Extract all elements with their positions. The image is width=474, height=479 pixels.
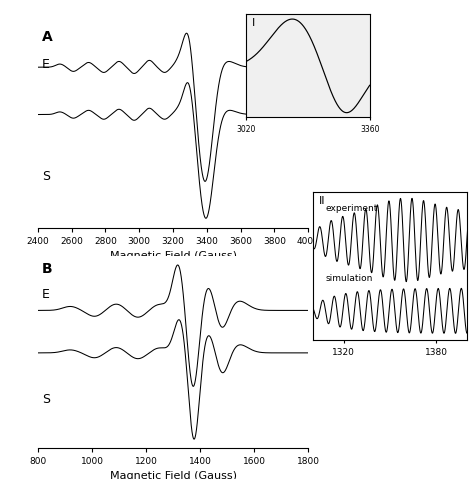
Text: E: E bbox=[42, 58, 50, 71]
Text: E: E bbox=[42, 288, 50, 301]
Text: experiment: experiment bbox=[325, 204, 377, 213]
X-axis label: Magnetic Field (Gauss): Magnetic Field (Gauss) bbox=[109, 251, 237, 261]
Text: simulation: simulation bbox=[325, 274, 373, 283]
Text: II: II bbox=[319, 196, 326, 206]
Text: S: S bbox=[42, 170, 50, 183]
X-axis label: Magnetic Field (Gauss): Magnetic Field (Gauss) bbox=[109, 471, 237, 479]
Text: S: S bbox=[42, 393, 50, 407]
Text: A: A bbox=[42, 30, 53, 44]
Text: B: B bbox=[42, 262, 53, 276]
Text: I: I bbox=[251, 19, 255, 28]
